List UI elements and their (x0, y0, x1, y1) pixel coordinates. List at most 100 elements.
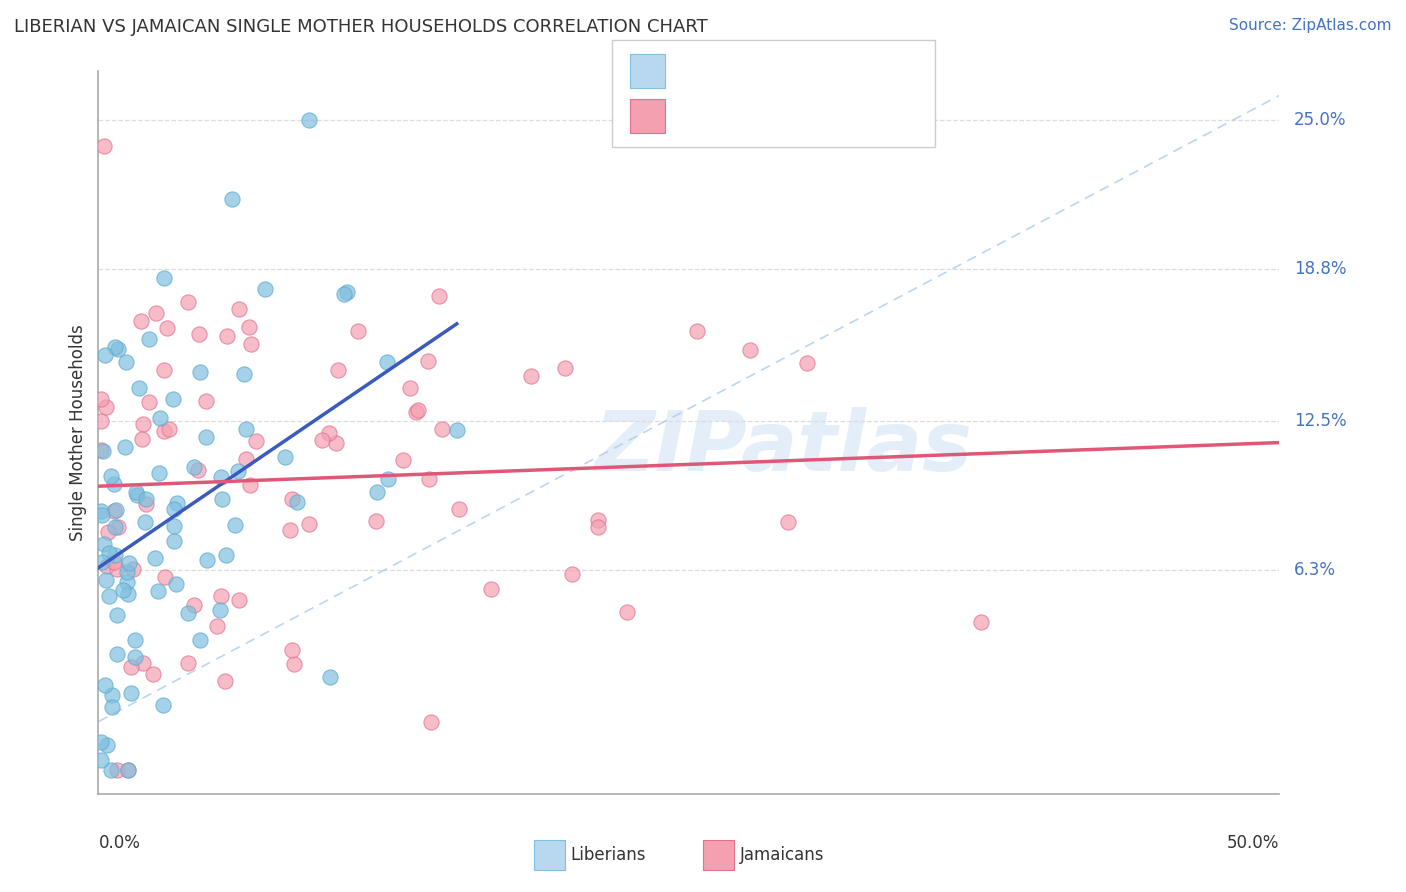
Text: R =  0.346    N =  80: R = 0.346 N = 80 (675, 62, 848, 79)
Point (103, 555, 125, 569)
Text: 6.3%: 6.3% (1294, 561, 1336, 579)
Point (90, 504, 112, 518)
Point (228, 593, 250, 607)
Point (364, 514, 387, 528)
Point (104, 340, 127, 354)
Point (221, 192, 243, 206)
Point (127, 488, 149, 502)
Point (114, 355, 136, 369)
Point (273, 450, 295, 465)
Point (132, 657, 155, 671)
Point (447, 501, 470, 516)
Point (94, 348, 117, 362)
Point (153, 570, 176, 584)
Text: LIBERIAN VS JAMAICAN SINGLE MOTHER HOUSEHOLDS CORRELATION CHART: LIBERIAN VS JAMAICAN SINGLE MOTHER HOUSE… (14, 18, 707, 36)
Point (228, 301, 250, 316)
Point (187, 463, 209, 477)
Point (152, 425, 174, 439)
Point (586, 513, 609, 527)
Point (146, 583, 169, 598)
Point (153, 270, 176, 285)
Point (554, 361, 576, 376)
Point (970, 615, 993, 630)
Point (239, 478, 262, 492)
Point (235, 451, 257, 466)
Point (209, 590, 232, 604)
Point (183, 460, 205, 475)
Point (101, 688, 124, 702)
Text: Liberians: Liberians (571, 846, 647, 863)
Point (298, 113, 321, 128)
Point (97, 525, 120, 540)
Point (195, 430, 218, 444)
Point (115, 575, 138, 590)
Point (93, 138, 115, 153)
Point (105, 607, 128, 622)
Point (93, 537, 115, 551)
Point (177, 656, 200, 670)
Point (134, 515, 156, 529)
Point (561, 567, 583, 582)
Point (163, 519, 186, 533)
Point (120, 659, 142, 673)
Point (96, 559, 118, 574)
Point (90, 392, 112, 406)
Point (195, 553, 218, 567)
Point (103, 504, 125, 518)
Point (132, 417, 155, 432)
Point (616, 605, 638, 619)
Point (224, 517, 246, 532)
Point (91, 555, 114, 569)
Point (138, 394, 160, 409)
Point (131, 432, 153, 446)
Point (427, 288, 450, 302)
Point (100, 763, 122, 777)
Point (166, 496, 188, 510)
Point (796, 356, 818, 370)
Text: 18.8%: 18.8% (1294, 260, 1346, 277)
Point (211, 492, 233, 507)
Point (326, 363, 349, 377)
Point (205, 619, 228, 633)
Point (96, 400, 118, 414)
Point (117, 586, 139, 600)
Point (143, 551, 166, 566)
Point (90, 443, 112, 458)
Point (333, 287, 356, 301)
Text: 50.0%: 50.0% (1227, 834, 1279, 852)
Point (124, 633, 146, 648)
Point (104, 520, 127, 534)
Point (418, 354, 440, 368)
Point (420, 715, 443, 730)
Point (285, 494, 308, 508)
Point (240, 337, 263, 351)
Point (105, 647, 128, 661)
Point (776, 515, 799, 529)
Point (105, 562, 128, 576)
Point (177, 295, 200, 310)
Point (399, 381, 422, 395)
Point (194, 394, 217, 409)
Point (347, 324, 370, 338)
Point (107, 520, 129, 534)
Point (430, 422, 453, 436)
Point (163, 502, 186, 516)
Point (311, 433, 333, 447)
Point (209, 603, 232, 617)
Point (366, 485, 388, 500)
Text: 0.0%: 0.0% (98, 834, 141, 852)
Point (408, 402, 430, 417)
Point (217, 328, 239, 343)
Point (118, 556, 141, 570)
Point (117, 763, 139, 777)
Point (90, 735, 112, 749)
Point (418, 472, 440, 486)
Point (298, 516, 321, 531)
Point (97, 589, 120, 603)
Point (152, 698, 174, 712)
Point (112, 583, 135, 598)
Point (104, 548, 127, 562)
Point (188, 632, 211, 647)
Point (101, 700, 124, 714)
Text: Jamaicans: Jamaicans (740, 846, 824, 863)
